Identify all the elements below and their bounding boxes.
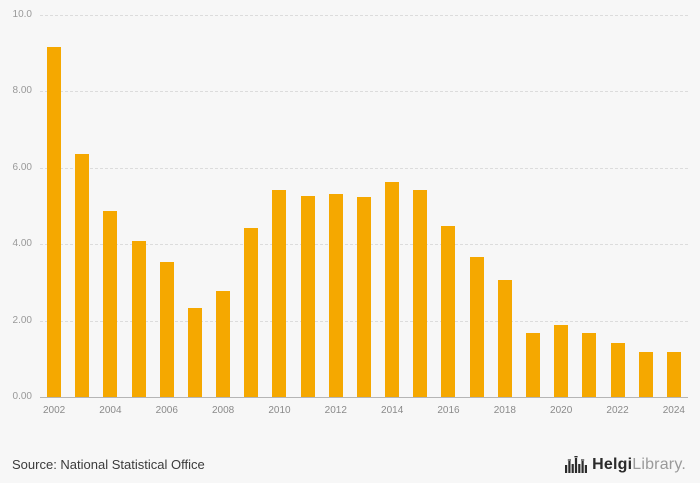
logo-text-library: Library. (632, 456, 686, 473)
x-tick-label: 2016 (437, 405, 460, 416)
bar-2002 (47, 46, 62, 398)
bar-slot (519, 16, 547, 398)
bar-slot (125, 16, 153, 398)
x-tick-label: 2010 (268, 405, 291, 416)
bar-slot (294, 16, 322, 398)
bars: 2002 2004 2006 2008 2010 2012 2014 2016 2018 2020… (40, 16, 688, 416)
bar-slot: 2014 (378, 16, 406, 416)
y-tick-label: 6.00 (12, 161, 32, 173)
bar-slot: 2012 (322, 16, 350, 416)
bar-2009 (244, 228, 259, 398)
bar-2008 (216, 291, 231, 398)
bar-slot: 2002 (40, 16, 68, 416)
bar-2018 (497, 279, 512, 398)
x-tick-label: 2002 (42, 405, 66, 416)
bar-2015 (413, 189, 428, 398)
source-label: Source: National Statistical Office (12, 457, 205, 472)
bar-2012 (328, 193, 343, 398)
y-tick-label: 8.00 (12, 85, 32, 97)
bar-2022 (610, 342, 625, 398)
bar-2013 (356, 197, 371, 398)
x-tick-label: 2024 (662, 405, 685, 416)
bar-slot: 2010 (265, 16, 293, 416)
bar-2017 (469, 256, 484, 398)
bar-slot (68, 16, 96, 398)
logo-text: HelgiLibrary. (592, 457, 686, 473)
x-tick-label: 2018 (493, 405, 516, 416)
bar-slot (237, 16, 265, 398)
x-tick-label: 2022 (606, 405, 629, 416)
bar-slot: 2020 (547, 16, 575, 416)
bar-2006 (159, 262, 174, 398)
bar-slot (463, 16, 491, 398)
bar-slot: 2016 (434, 16, 462, 416)
bar-2024 (666, 352, 681, 398)
helgi-bridge-icon (565, 456, 588, 473)
bar-2014 (385, 182, 400, 398)
bar-slot: 2004 (96, 16, 124, 416)
y-tick-label: 10.0 (12, 9, 32, 20)
bar-2019 (526, 333, 540, 398)
x-tick-label: 2014 (381, 405, 404, 416)
plot-area: 2002 2004 2006 2008 2010 2012 2014 2016 2018 2020… (40, 15, 688, 416)
x-tick-label: 2006 (155, 405, 178, 416)
bar-2010 (272, 189, 287, 398)
y-tick-label: 2.00 (12, 314, 32, 326)
y-tick-label: 4.00 (12, 238, 32, 250)
gridline (40, 15, 688, 16)
bar-2016 (441, 226, 456, 398)
bar-slot: 2022 (603, 16, 631, 416)
gridline (40, 167, 688, 169)
x-tick-label: 2012 (324, 405, 347, 416)
bar-2004 (103, 210, 118, 398)
bar-slot (632, 16, 660, 398)
bar-2020 (554, 325, 569, 398)
bar-slot: 2006 (153, 16, 181, 416)
x-tick-label: 2004 (99, 405, 122, 416)
bar-slot (575, 16, 603, 398)
bar-slot (350, 16, 378, 398)
y-axis: 10.0 8.00 6.00 4.00 2.00 0.00 (0, 10, 36, 402)
bar-slot: 2018 (491, 16, 519, 416)
bar-slot: 2008 (209, 16, 237, 416)
bar-chart: 10.0 8.00 6.00 4.00 2.00 0.00 2002 2004 2006 200… (0, 10, 688, 416)
bar-2011 (300, 195, 315, 398)
bar-slot (181, 16, 209, 398)
bar-slot (406, 16, 434, 398)
footer: Source: National Statistical Office Helg… (12, 456, 686, 473)
bar-slot: 2024 (660, 16, 688, 416)
helgi-library-logo: HelgiLibrary. (565, 456, 686, 473)
bar-2023 (638, 352, 653, 398)
x-axis-line (40, 397, 688, 398)
x-tick-label: 2008 (211, 405, 235, 416)
bar-2005 (131, 241, 146, 398)
x-tick-label: 2020 (550, 405, 573, 416)
gridline (40, 91, 688, 93)
y-tick-label: 0.00 (12, 391, 32, 402)
bar-2021 (582, 333, 597, 398)
bar-2007 (187, 308, 202, 398)
bar-2003 (75, 153, 90, 398)
logo-text-helgi: Helgi (592, 456, 633, 473)
